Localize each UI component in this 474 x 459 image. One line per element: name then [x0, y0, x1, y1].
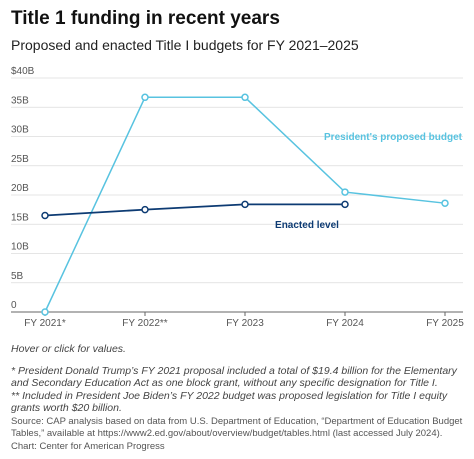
source-note: Source: CAP analysis based on data from … — [11, 416, 463, 439]
x-tick-label: FY 2025 — [426, 318, 464, 329]
y-tick-label: 0 — [11, 300, 17, 311]
data-point — [341, 200, 349, 209]
series-label: President's proposed budget — [324, 132, 463, 143]
y-axis-labels: 0 5B 10B 15B 20B 25B 30B 35B $40B — [11, 66, 35, 311]
x-tick-label: FY 2021* — [24, 318, 66, 329]
series-label: Enacted level — [275, 220, 339, 231]
data-point — [141, 205, 149, 214]
x-tick-label: FY 2024 — [326, 318, 364, 329]
y-tick-label: 5B — [11, 271, 24, 282]
x-tick-label: FY 2023 — [226, 318, 264, 329]
data-point — [41, 211, 49, 220]
y-tick-label: 30B — [11, 125, 29, 136]
gridlines — [11, 77, 463, 313]
chart-subtitle: Proposed and enacted Title I budgets for… — [11, 37, 359, 53]
y-tick-label: 15B — [11, 212, 29, 223]
series-labels: President's proposed budget Enacted level — [275, 132, 463, 231]
hover-hint: Hover or click for values. — [11, 343, 126, 355]
series-line — [44, 203, 345, 217]
y-tick-label: 35B — [11, 95, 29, 106]
footnote-fy2022: ** Included in President Joe Biden’s FY … — [11, 390, 448, 414]
data-point — [141, 93, 149, 102]
data-point — [441, 199, 449, 207]
chart-credit: Chart: Center for American Progress — [11, 441, 165, 452]
footnote-fy2021: * President Donald Trump’s FY 2021 propo… — [11, 365, 457, 389]
data-point — [341, 188, 349, 196]
y-tick-label: 10B — [11, 242, 29, 253]
x-axis-labels: FY 2021* FY 2022** FY 2023 FY 2024 FY 2025 — [24, 312, 464, 329]
data-point — [241, 200, 249, 209]
data-point — [241, 93, 249, 102]
y-tick-label: 25B — [11, 154, 29, 165]
y-tick-label: $40B — [11, 66, 35, 77]
series-points — [41, 93, 449, 316]
chart-title: Title 1 funding in recent years — [11, 8, 280, 29]
y-tick-label: 20B — [11, 183, 29, 194]
data-point — [41, 308, 49, 316]
x-tick-label: FY 2022** — [122, 318, 168, 329]
